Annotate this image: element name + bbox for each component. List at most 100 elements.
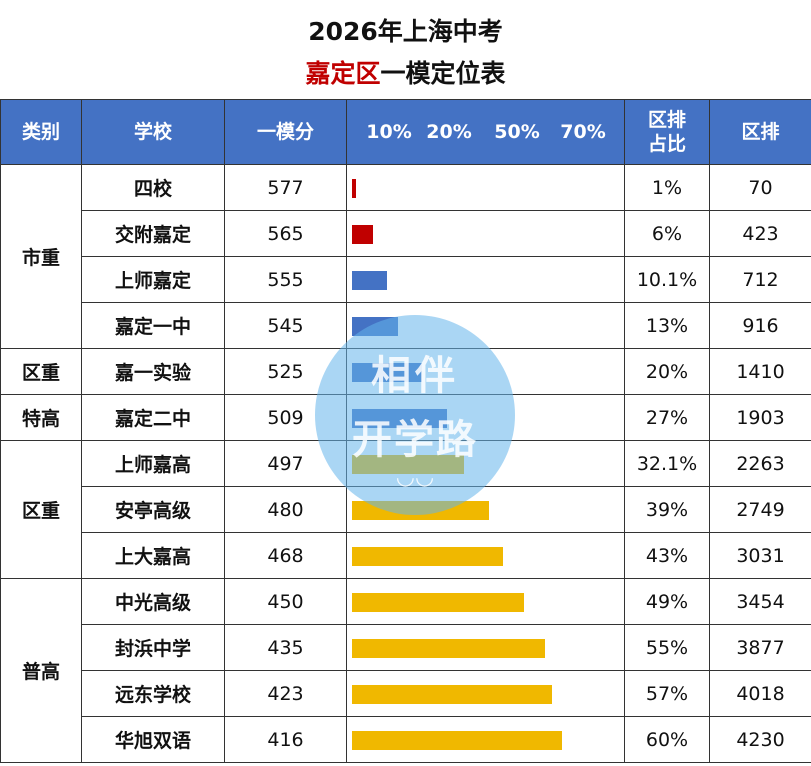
scale-tick-label: 70%: [560, 121, 606, 143]
district-pct-label: 39%: [624, 486, 710, 533]
table-row: 区重 上师嘉高 497 32.1% 2263: [0, 440, 811, 579]
district-pct-label: 57%: [624, 670, 710, 717]
bar-cell: [346, 578, 625, 625]
district-rank-cell: 423: [709, 210, 811, 257]
district-rank-cell: 2263: [709, 440, 811, 487]
school-name: 封浜中学: [81, 624, 225, 671]
scale-tick-label: 20%: [426, 121, 472, 143]
category-cell: 区重: [0, 440, 82, 579]
school-name: 交附嘉定: [81, 210, 225, 257]
percent-bar: [352, 547, 503, 566]
header-score: 一模分: [224, 99, 347, 165]
score-cell: 423: [224, 670, 347, 717]
district-rank-cell: 3454: [709, 578, 811, 625]
page-subtitle: 嘉定区一模定位表: [0, 54, 811, 90]
scale-tick-label: 50%: [494, 121, 540, 143]
district-rank-cell: 4018: [709, 670, 811, 717]
header-district-pct: 区排 占比: [624, 99, 710, 165]
district-pct-label: 27%: [624, 394, 710, 441]
percent-bar: [352, 317, 398, 336]
table-row: 封浜中学 435 55% 3877: [1, 624, 811, 671]
header-school: 学校: [81, 99, 225, 165]
district-rank-cell: 1903: [709, 394, 811, 441]
bar-cell: [346, 486, 625, 533]
district-pct-label: 32.1%: [624, 440, 710, 487]
table-row: 特高 嘉定二中 509 27% 1903: [0, 394, 811, 441]
district-pct-label: 55%: [624, 624, 710, 671]
category-cell: 特高: [0, 394, 82, 441]
table-row: 上师嘉定 555 10.1% 712: [1, 256, 811, 303]
score-cell: 416: [224, 716, 347, 763]
header-scale: 10% 20% 50% 70%: [346, 99, 625, 165]
district-name: 嘉定区: [305, 59, 381, 88]
percent-bar: [352, 363, 422, 382]
district-pct-label: 1%: [624, 164, 710, 211]
header-row: 类别 学校 一模分 10% 20% 50% 70% 区排 占比 区排: [0, 99, 811, 165]
scale-tick-label: 10%: [366, 121, 412, 143]
percent-bar: [352, 455, 465, 474]
category-cell: 市重: [0, 164, 82, 349]
district-rank-cell: 1410: [709, 348, 811, 395]
bar-cell: [346, 348, 625, 395]
score-cell: 468: [224, 532, 347, 579]
scale-axis: 10% 20% 50% 70%: [347, 100, 624, 164]
district-pct-label: 60%: [624, 716, 710, 763]
table-row: 普高 中光高级 450 49% 3454: [0, 578, 811, 763]
score-cell: 497: [224, 440, 347, 487]
bar-cell: [346, 256, 625, 303]
school-name: 四校: [81, 164, 225, 211]
percent-bar: [352, 731, 562, 750]
district-rank-cell: 70: [709, 164, 811, 211]
table-row: 安亭高级 480 39% 2749: [1, 486, 811, 533]
table-row: 市重 四校 577 1% 70: [0, 164, 811, 349]
page-title: 2026年上海中考: [308, 17, 503, 46]
header-category: 类别: [0, 99, 82, 165]
table-row: 上大嘉高 468 43% 3031: [1, 532, 811, 579]
bar-cell: [346, 716, 625, 763]
table-row: 交附嘉定 565 6% 423: [1, 210, 811, 257]
district-pct-label: 43%: [624, 532, 710, 579]
score-cell: 525: [224, 348, 347, 395]
bar-cell: [346, 670, 625, 717]
school-name: 上大嘉高: [81, 532, 225, 579]
district-rank-cell: 916: [709, 302, 811, 349]
school-name: 嘉定二中: [81, 394, 225, 441]
percent-bar: [352, 179, 356, 198]
percent-bar: [352, 225, 373, 244]
score-cell: 565: [224, 210, 347, 257]
district-rank-cell: 3031: [709, 532, 811, 579]
score-cell: 480: [224, 486, 347, 533]
score-cell: 435: [224, 624, 347, 671]
school-name: 华旭双语: [81, 716, 225, 763]
score-cell: 555: [224, 256, 347, 303]
school-name: 上师嘉定: [81, 256, 225, 303]
district-rank-cell: 3877: [709, 624, 811, 671]
district-pct-label: 20%: [624, 348, 710, 395]
percent-bar: [352, 593, 524, 612]
category-cell: 普高: [0, 578, 82, 763]
subtitle-rest: 一模定位表: [380, 59, 506, 88]
district-pct-label: 49%: [624, 578, 710, 625]
bar-cell: [346, 210, 625, 257]
district-pct-label: 10.1%: [624, 256, 710, 303]
district-rank-cell: 712: [709, 256, 811, 303]
table-row: 区重 嘉一实验 525 20% 1410: [0, 348, 811, 395]
table-row: 华旭双语 416 60% 4230: [1, 716, 811, 763]
title-block: 2026年上海中考 嘉定区一模定位表: [0, 0, 811, 100]
bar-cell: [346, 394, 625, 441]
district-pct-label: 13%: [624, 302, 710, 349]
school-name: 上师嘉高: [81, 440, 225, 487]
percent-bar: [352, 639, 545, 658]
school-name: 远东学校: [81, 670, 225, 717]
score-cell: 577: [224, 164, 347, 211]
bar-cell: [346, 532, 625, 579]
bar-cell: [346, 164, 625, 211]
ranking-table: 类别 学校 一模分 10% 20% 50% 70% 区排 占比 区排 市重 四校 577 1%…: [0, 99, 811, 763]
school-name: 安亭高级: [81, 486, 225, 533]
school-name: 中光高级: [81, 578, 225, 625]
category-cell: 区重: [0, 348, 82, 395]
school-name: 嘉定一中: [81, 302, 225, 349]
district-pct-label: 6%: [624, 210, 710, 257]
school-name: 嘉一实验: [81, 348, 225, 395]
bar-cell: [346, 440, 625, 487]
